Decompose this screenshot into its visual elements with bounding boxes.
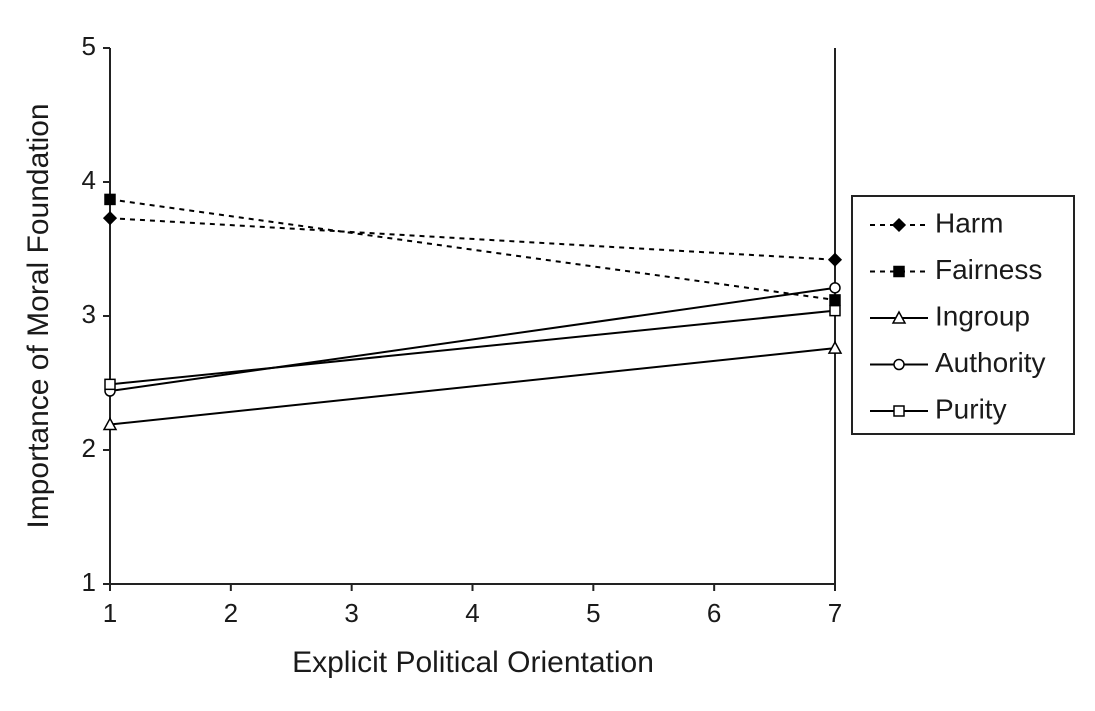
legend-box [851, 195, 1075, 435]
x-tick-label: 1 [103, 598, 117, 628]
y-tick-label: 2 [82, 433, 96, 463]
marker [104, 193, 116, 206]
marker [102, 211, 118, 226]
legend-label: Authority [935, 347, 1046, 378]
marker [104, 378, 116, 391]
y-axis-label: Importance of Moral Foundation [22, 103, 55, 528]
marker [102, 416, 118, 431]
series-line [109, 286, 836, 393]
x-tick-label: 6 [707, 598, 721, 628]
marker [829, 304, 841, 317]
y-tick-label: 5 [82, 31, 96, 61]
marker [893, 265, 905, 278]
x-axis-label: Explicit Political Orientation [292, 646, 654, 679]
x-tick-label: 5 [586, 598, 600, 628]
marker [827, 340, 843, 354]
marker [893, 405, 905, 417]
legend-label: Purity [935, 393, 1007, 424]
marker [829, 282, 841, 294]
y-tick-label: 4 [82, 165, 96, 195]
x-tick-label: 7 [828, 598, 842, 628]
marker [891, 310, 907, 324]
legend-label: Ingroup [935, 300, 1030, 331]
y-tick-label: 3 [82, 299, 96, 329]
marker [891, 217, 907, 233]
x-tick-label: 3 [344, 598, 358, 628]
marker [829, 294, 841, 306]
x-tick-label: 2 [224, 598, 238, 628]
series-line [109, 198, 836, 301]
legend-label: Fairness [935, 254, 1042, 285]
series-line [109, 309, 836, 386]
x-tick-label: 4 [465, 598, 479, 628]
marker [827, 252, 843, 267]
marker [893, 358, 905, 371]
series-line [109, 347, 836, 426]
y-tick-label: 1 [82, 567, 96, 597]
legend-label: Harm [935, 207, 1003, 238]
series-line [109, 217, 836, 261]
